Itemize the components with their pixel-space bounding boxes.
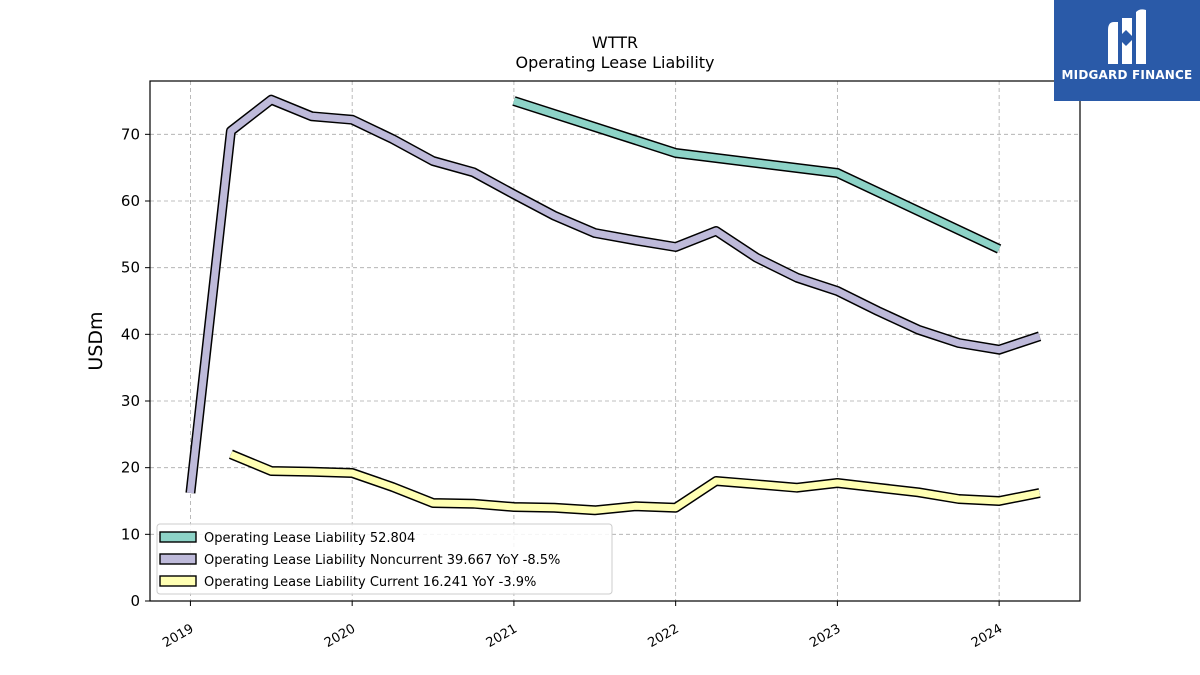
x-tick-label: 2022 — [645, 621, 681, 651]
series-line-2 — [185, 94, 1042, 494]
x-tick-label: 2020 — [322, 621, 358, 651]
legend-item: Operating Lease Liability Noncurrent 39.… — [159, 553, 560, 568]
legend-box — [156, 523, 613, 595]
y-tick-label: 10 — [121, 525, 140, 543]
y-tick-label: 0 — [130, 592, 140, 610]
legend-item: Operating Lease Liability 52.804 — [159, 531, 415, 546]
x-tick-label: 2024 — [969, 621, 1005, 651]
y-tick-label: 30 — [121, 392, 140, 410]
y-tick-label: 70 — [121, 125, 140, 143]
x-tick-label: 2021 — [484, 621, 520, 651]
plot-frame — [149, 80, 1081, 602]
brand-logo: MIDGARD FINANCE — [1054, 0, 1200, 101]
legend-item: Operating Lease Liability Current 16.241… — [159, 575, 536, 590]
series-lines — [185, 94, 1042, 516]
legend-label: Operating Lease Liability 52.804 — [204, 531, 415, 546]
chart-title: WTTR — [592, 33, 638, 52]
legend: Operating Lease Liability 52.804 Operatin… — [156, 523, 613, 595]
y-tick-label: 60 — [121, 192, 140, 210]
x-tick-label: 2023 — [807, 621, 843, 651]
legend-swatch — [159, 531, 197, 543]
x-tick-label: 2019 — [160, 621, 196, 651]
legend-label: Operating Lease Liability Noncurrent 39.… — [204, 553, 560, 568]
legend-swatch — [159, 575, 197, 587]
legend-label: Operating Lease Liability Current 16.241… — [204, 575, 536, 590]
y-axis-label: USDm — [85, 311, 107, 370]
y-tick-label: 50 — [121, 259, 140, 277]
legend-swatch — [159, 553, 197, 565]
brand-mark-icon — [1108, 9, 1146, 65]
y-tick-label: 20 — [121, 459, 140, 477]
brand-name: MIDGARD FINANCE — [1061, 68, 1193, 82]
chart-subtitle: Operating Lease Liability — [515, 53, 714, 72]
series-line-3 — [228, 449, 1041, 516]
series-line-1 — [512, 96, 1002, 254]
y-tick-label: 40 — [121, 325, 140, 343]
